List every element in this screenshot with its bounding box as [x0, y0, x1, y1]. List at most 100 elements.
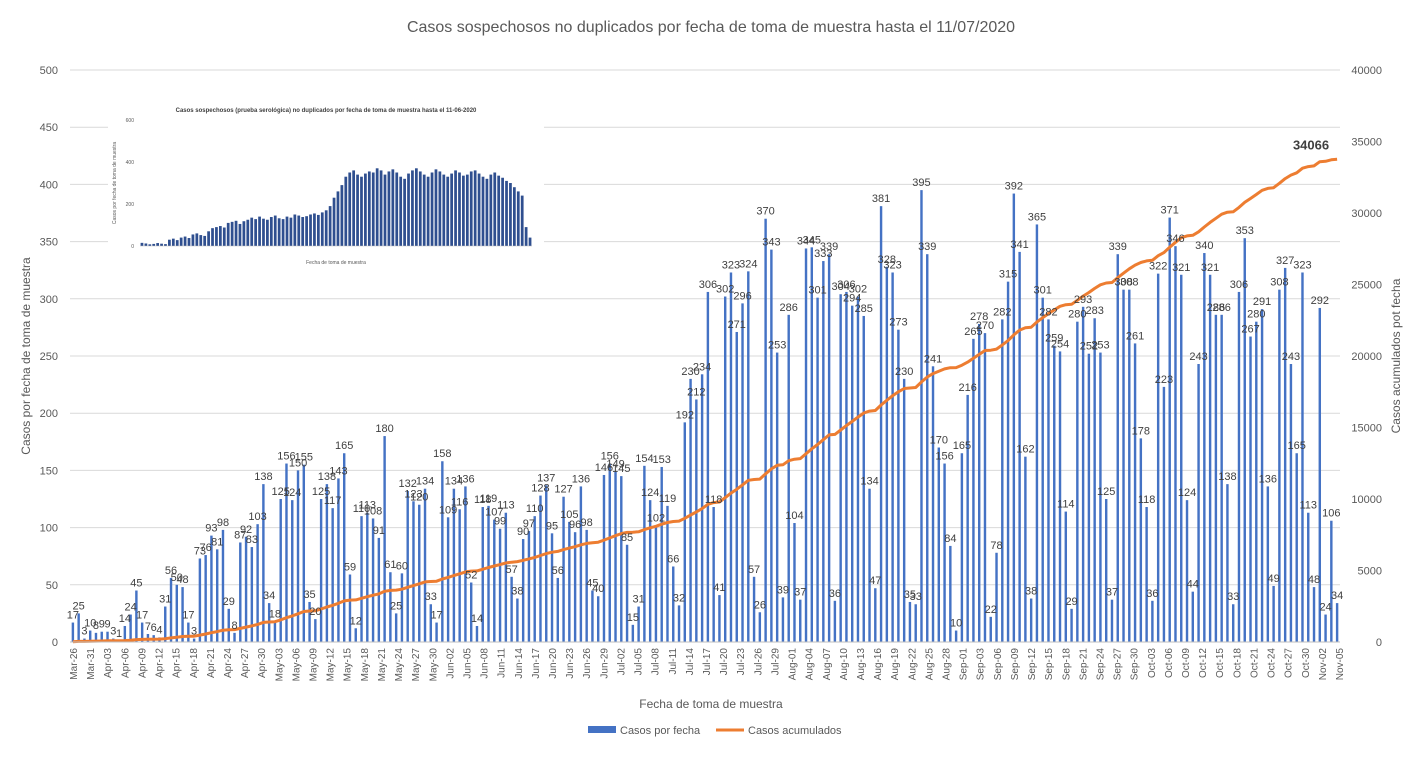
inset-bar — [473, 170, 477, 246]
bar-data-label: 137 — [537, 472, 555, 484]
bar-data-label: 306 — [1230, 279, 1248, 291]
bar — [319, 499, 323, 642]
bar-data-label: 90 — [517, 526, 529, 538]
bar — [487, 505, 490, 642]
bar — [1001, 319, 1004, 642]
bar-data-label: 343 — [762, 237, 780, 249]
y2-tick-label: 0 — [1376, 637, 1382, 649]
y2-tick-label: 40000 — [1351, 65, 1382, 77]
bar — [683, 422, 687, 642]
bar-data-label: 125 — [312, 486, 330, 498]
inset-bar — [254, 219, 258, 246]
bar — [239, 542, 242, 642]
bar-data-label: 93 — [205, 523, 217, 535]
inset-bar — [191, 234, 195, 246]
inset-bar — [512, 187, 516, 246]
y-tick-label: 100 — [40, 523, 58, 535]
bar — [816, 297, 819, 642]
bar — [1116, 254, 1119, 642]
y-axis-right: 0 5000 10000 15000 20000 25000 30000 35000 40000 — [1351, 65, 1382, 649]
bar-data-label: 113 — [359, 500, 377, 512]
x-tick-label: Sep-30 — [1130, 648, 1141, 681]
x-tick-label: Sep-15 — [1044, 648, 1055, 681]
inset-bar — [454, 170, 457, 246]
x-tick-label: Oct-06 — [1164, 648, 1175, 678]
bar-data-label: 96 — [569, 519, 581, 531]
bar-data-label: 117 — [324, 495, 342, 507]
inset-bar — [226, 222, 230, 246]
bar-data-label: 283 — [1085, 305, 1103, 317]
bar-data-label: 306 — [699, 279, 717, 291]
bar — [556, 577, 560, 642]
bar-data-label: 154 — [635, 453, 653, 465]
bar-data-label: 180 — [375, 423, 393, 435]
bar — [1243, 238, 1246, 642]
bar-data-label: 286 — [1212, 302, 1230, 314]
bar — [192, 638, 196, 642]
inset-bar — [277, 218, 281, 246]
inset-bar — [289, 217, 293, 246]
bar — [1024, 456, 1027, 642]
bar-data-label: 98 — [581, 517, 593, 529]
bar — [1133, 343, 1137, 642]
bar — [666, 505, 669, 642]
bar-data-label: 156 — [935, 451, 953, 463]
bar-data-label: 345 — [803, 234, 821, 246]
bar-data-label: 165 — [953, 440, 971, 452]
bar — [88, 630, 92, 642]
bar — [995, 552, 998, 642]
bar-data-label: 212 — [687, 386, 705, 398]
bar — [729, 272, 733, 642]
bar-data-label: 301 — [808, 285, 826, 297]
bar-data-label: 252 — [1080, 341, 1098, 353]
bar-data-label: 370 — [756, 206, 774, 218]
bar-data-label: 25 — [73, 600, 85, 612]
inset-bar — [520, 195, 524, 246]
x-tick-label: Jul-17 — [702, 648, 713, 676]
bar-data-label: 17 — [67, 610, 79, 622]
bar-data-label: 6 — [151, 622, 157, 634]
inset-bar — [320, 212, 324, 246]
bar-data-label: 24 — [1319, 602, 1331, 614]
x-tick-label: Jul-29 — [770, 648, 781, 676]
bar — [752, 576, 756, 642]
bar — [747, 271, 750, 642]
bar — [1035, 224, 1039, 642]
inset-bar — [238, 223, 242, 246]
bar-data-label: 339 — [820, 241, 838, 253]
bar — [1191, 591, 1195, 642]
bar-data-label: 36 — [1146, 588, 1158, 600]
bar-data-label: 127 — [554, 484, 572, 496]
bar-data-label: 4 — [156, 624, 162, 636]
bar — [712, 507, 715, 642]
y-tick-label: 400 — [40, 179, 58, 191]
bar-data-label: 35 — [904, 589, 916, 601]
x-tick-label: Apr-21 — [206, 648, 217, 678]
bar-data-label: 306 — [837, 279, 855, 291]
x-tick-label: May-03 — [274, 648, 285, 682]
bar — [1053, 345, 1056, 642]
bar-data-label: 78 — [990, 540, 1002, 552]
bar-data-label: 9 — [99, 619, 105, 631]
bar — [1203, 253, 1206, 643]
bar — [596, 596, 600, 642]
bar — [366, 512, 369, 642]
inset-bar — [215, 227, 218, 246]
bar — [1047, 319, 1050, 642]
bar — [1278, 289, 1281, 642]
inset-bar — [175, 240, 179, 246]
bar-data-label: 301 — [1034, 285, 1052, 297]
inset-bar — [203, 235, 207, 246]
inset-bar — [403, 178, 406, 246]
bar-data-label: 134 — [445, 476, 463, 488]
bar-data-label: 138 — [254, 471, 272, 483]
inset-bar — [481, 176, 485, 246]
bar-data-label: 45 — [130, 578, 142, 590]
inset-bar — [356, 174, 359, 246]
bar-data-label: 35 — [303, 589, 315, 601]
bar — [1260, 309, 1264, 642]
bar — [1180, 274, 1183, 642]
inset-bar — [199, 235, 203, 246]
bar — [1335, 603, 1339, 642]
